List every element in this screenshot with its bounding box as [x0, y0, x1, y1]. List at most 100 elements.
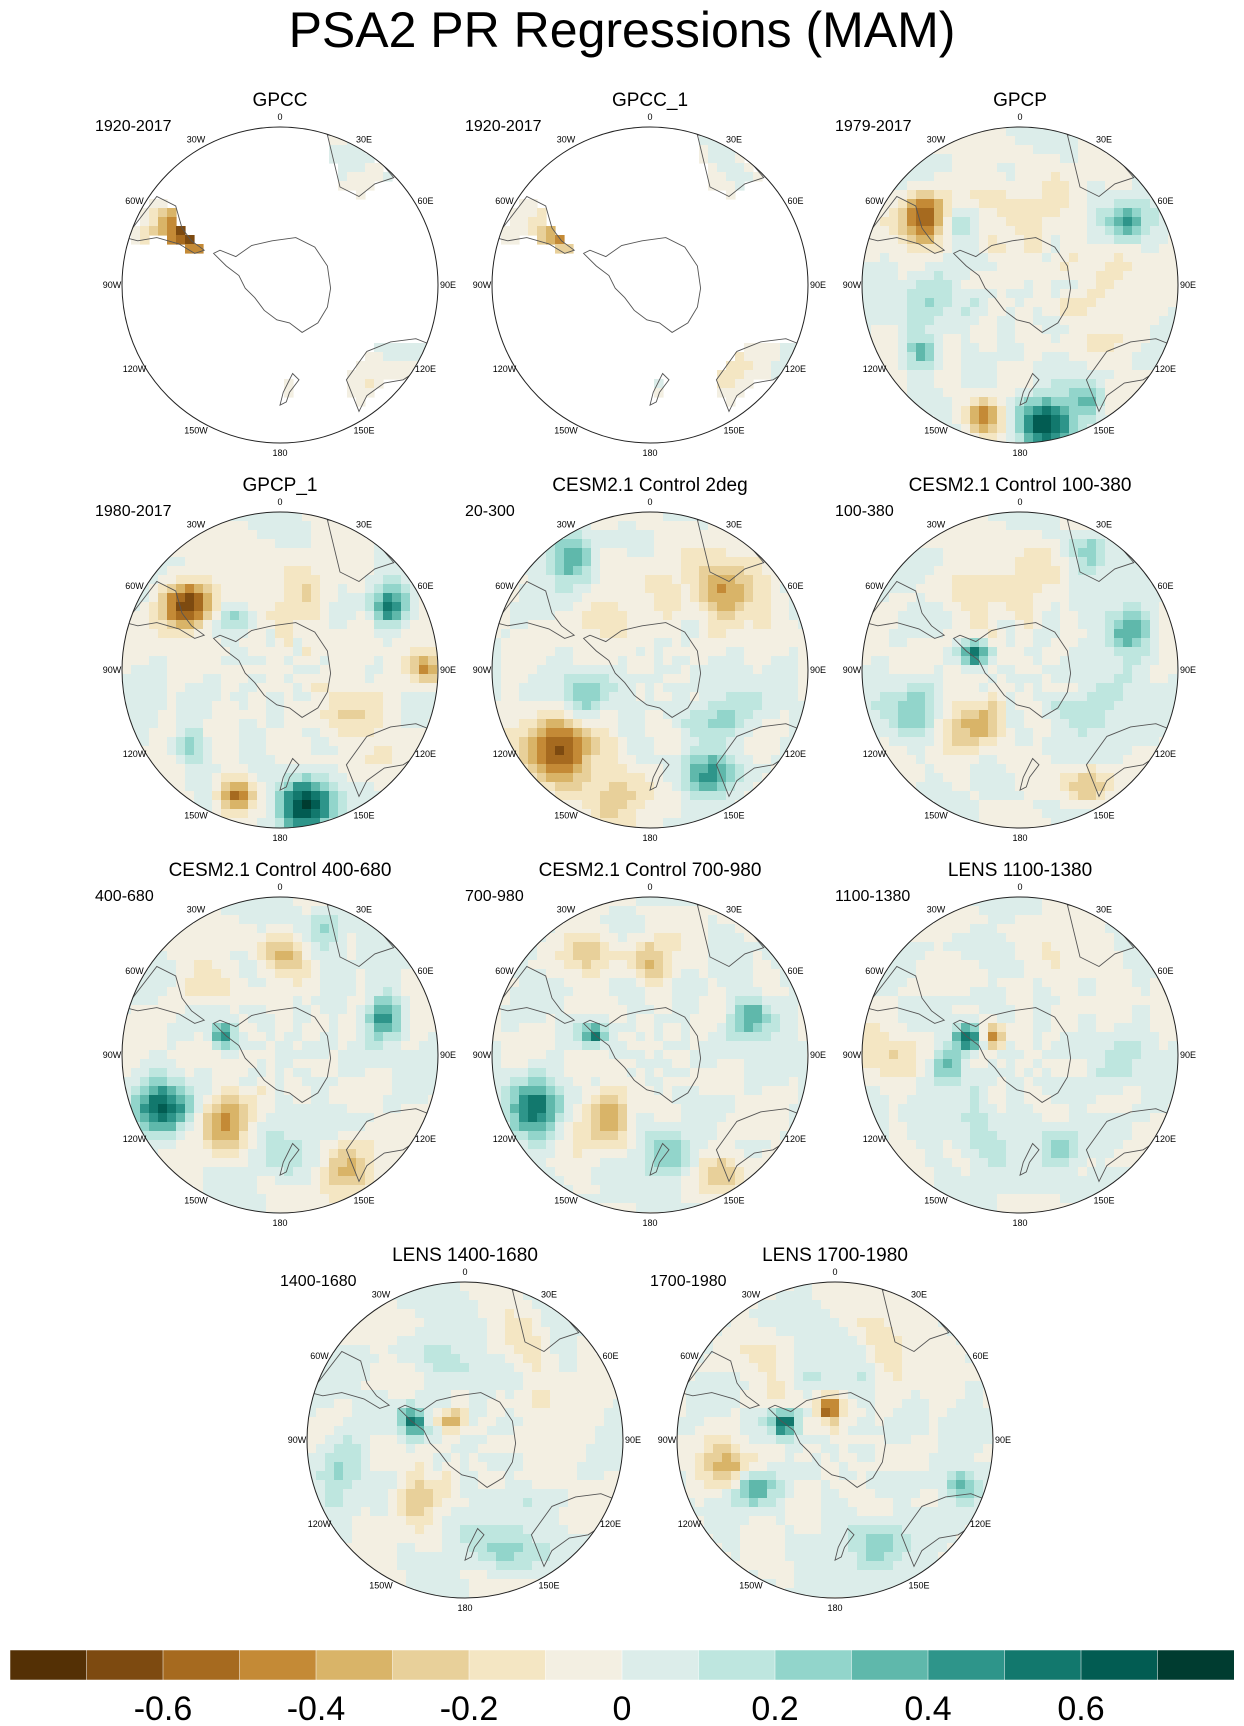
shaded-field [862, 127, 1178, 443]
longitude-label: 30W [187, 905, 206, 915]
longitude-label: 90E [625, 1435, 641, 1445]
longitude-label: 30W [372, 1290, 391, 1300]
page-title: PSA2 PR Regressions (MAM) [288, 2, 956, 58]
longitude-label: 30W [187, 520, 206, 530]
longitude-label: 120W [863, 364, 887, 374]
longitude-label: 180 [642, 448, 657, 458]
longitude-label: 180 [457, 1603, 472, 1613]
longitude-label: 60E [787, 196, 803, 206]
map-panel: CESM2.1 Control 2deg 20-300 0 30E 60E 90E 120E… [455, 475, 845, 845]
longitude-label: 60E [787, 966, 803, 976]
longitude-label: 60E [972, 1351, 988, 1361]
panel-period: 1400-1680 [280, 1273, 357, 1290]
longitude-label: 120W [308, 1519, 332, 1529]
colorbar-tick-label: 0.6 [1057, 1690, 1104, 1726]
longitude-label: 90E [1180, 1050, 1196, 1060]
colorbar-swatch [315, 1650, 394, 1681]
longitude-label: 150W [184, 426, 208, 436]
longitude-label: 120W [863, 1134, 887, 1144]
longitude-label: 90W [473, 1050, 492, 1060]
panel-title: CESM2.1 Control 100-380 [908, 475, 1132, 496]
longitude-label: 180 [827, 1603, 842, 1613]
colorbar-swatch [927, 1650, 1006, 1681]
panel-title: CESM2.1 Control 400-680 [168, 860, 392, 881]
polar-map: 0 30E 60E 90E 120E 150E 180 150W 120W 90W 60W 30W [288, 1267, 641, 1613]
longitude-label: 120W [493, 1134, 517, 1144]
longitude-label: 90E [440, 665, 456, 675]
longitude-label: 60E [417, 581, 433, 591]
panel-period: 700-980 [465, 888, 524, 905]
longitude-label: 0 [277, 882, 282, 892]
longitude-label: 120W [123, 364, 147, 374]
shaded-field [492, 897, 808, 1213]
longitude-label: 30W [557, 135, 576, 145]
longitude-label: 120E [1155, 364, 1176, 374]
longitude-label: 180 [642, 1218, 657, 1228]
longitude-label: 90W [103, 665, 122, 675]
colorbar-swatch [1157, 1650, 1234, 1681]
map-border [491, 511, 809, 829]
longitude-label: 90W [658, 1435, 677, 1445]
longitude-label: 150E [1093, 426, 1114, 436]
panel-title: GPCC_1 [611, 90, 689, 111]
longitude-label: 150W [554, 811, 578, 821]
map-border [861, 896, 1179, 1214]
longitude-label: 120W [678, 1519, 702, 1529]
colorbar-tick-label: 0.2 [751, 1690, 798, 1726]
longitude-label: 30E [356, 135, 372, 145]
panel-period: 1979-2017 [835, 118, 912, 135]
longitude-label: 90W [103, 1050, 122, 1060]
map-border [861, 511, 1179, 829]
longitude-label: 90E [1180, 665, 1196, 675]
longitude-label: 150W [369, 1581, 393, 1591]
polar-map: 0 30E 60E 90E 120E 150E 180 150W 120W 90W 60W 30W [103, 497, 456, 843]
longitude-label: 30W [927, 520, 946, 530]
longitude-label: 150W [184, 811, 208, 821]
colorbar-tick-label: -0.6 [134, 1690, 193, 1726]
colorbar-swatch [10, 1650, 88, 1681]
longitude-label: 30E [1096, 905, 1112, 915]
longitude-label: 90W [843, 1050, 862, 1060]
longitude-label: 0 [1017, 497, 1022, 507]
colorbar-tick-label: -0.4 [287, 1690, 346, 1726]
longitude-label: 120E [415, 1134, 436, 1144]
colorbar-tick-label: 0 [613, 1690, 632, 1726]
polar-map: 0 30E 60E 90E 120E 150E 180 150W 120W 90W 60W 30W [103, 112, 456, 458]
panel-title: GPCP [993, 90, 1047, 111]
colorbar: -0.6 -0.4 -0.2 0 0.2 0.4 0.6 [10, 1650, 1234, 1726]
colorbar-swatch [1004, 1650, 1082, 1681]
longitude-label: 120E [785, 749, 806, 759]
longitude-label: 120E [415, 364, 436, 374]
longitude-label: 30E [726, 905, 742, 915]
longitude-label: 0 [647, 882, 652, 892]
longitude-label: 120E [600, 1519, 621, 1529]
longitude-label: 60W [865, 196, 884, 206]
longitude-label: 30E [726, 135, 742, 145]
colorbar-swatch [774, 1650, 853, 1681]
colorbar-tick-label: 0.4 [904, 1690, 951, 1726]
panel-title: LENS 1100-1380 [947, 860, 1093, 881]
longitude-label: 90W [843, 665, 862, 675]
longitude-label: 180 [1012, 1218, 1027, 1228]
panel-title: GPCP_1 [242, 475, 318, 496]
longitude-label: 60W [125, 196, 144, 206]
map-panel: GPCP_1 1980-2017 0 30E 60E 90E 120E 150E 180 150W… [85, 475, 475, 845]
map-border [491, 126, 809, 444]
longitude-label: 30E [1096, 135, 1112, 145]
longitude-label: 150E [908, 1581, 929, 1591]
colorbar-swatch [621, 1650, 700, 1681]
longitude-label: 120W [863, 749, 887, 759]
panel-period: 1920-2017 [95, 118, 172, 135]
map-border [491, 896, 809, 1214]
map-border [861, 126, 1179, 444]
map-border [676, 1281, 994, 1599]
longitude-label: 60E [417, 196, 433, 206]
colorbar-tick-label: -0.2 [440, 1690, 499, 1726]
longitude-label: 90W [473, 280, 492, 290]
coastlines [494, 519, 803, 798]
longitude-label: 150E [353, 1196, 374, 1206]
longitude-label: 150E [723, 1196, 744, 1206]
colorbar-swatch [851, 1650, 929, 1681]
map-panel: GPCP 1979-2017 0 30E 60E 90E 120E 150E 180 150W 12… [825, 90, 1215, 460]
colorbar-swatch [698, 1650, 776, 1681]
